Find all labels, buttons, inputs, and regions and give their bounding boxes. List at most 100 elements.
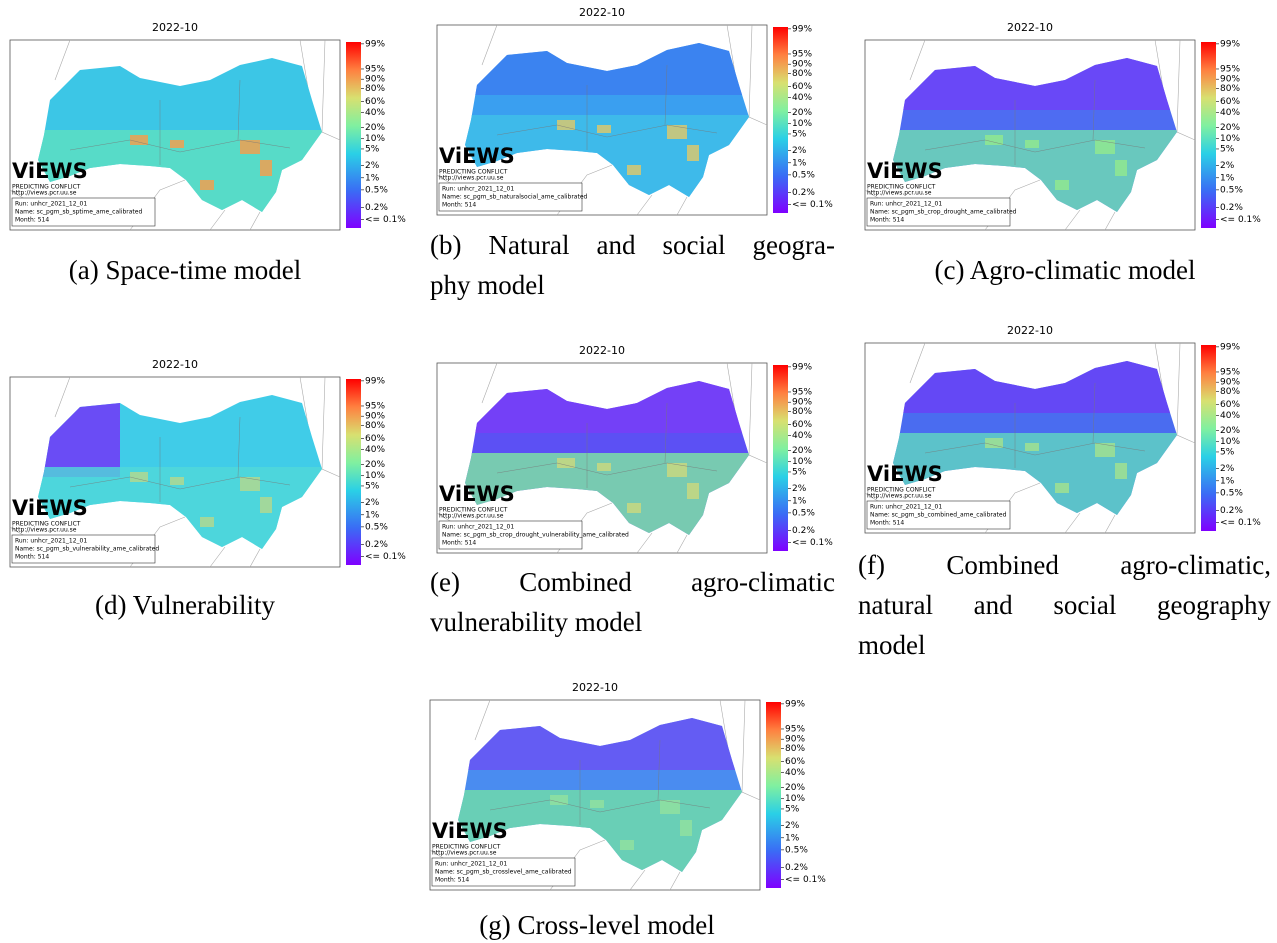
internal-borders xyxy=(924,382,1146,468)
colorbar-label: 10% xyxy=(365,134,385,144)
logo: ViEWS xyxy=(439,482,515,506)
land-patch xyxy=(667,125,687,139)
colorbar-label: 1% xyxy=(792,496,807,506)
colorbar-label: 95% xyxy=(365,401,385,411)
logo: ViEWS xyxy=(439,144,515,168)
colorbar-label: 5% xyxy=(1220,447,1235,457)
land-patch xyxy=(240,477,260,491)
colorbar-label: 5% xyxy=(785,804,800,814)
land-patch xyxy=(620,840,634,850)
colorbar-label: <= 0.1% xyxy=(792,538,833,548)
colorbar-label: 90% xyxy=(792,60,812,70)
logo-tagline: PREDICTING CONFLICT xyxy=(432,844,501,851)
colorbar-label: 40% xyxy=(1220,411,1240,421)
colorbar-label: 80% xyxy=(365,421,385,431)
land-patch xyxy=(557,120,575,130)
colorbar-label: 40% xyxy=(1220,108,1240,118)
colorbar xyxy=(1201,345,1216,531)
colorbar-label: 1% xyxy=(792,158,807,168)
info-box xyxy=(431,857,576,887)
caption: (d) Vulnerability xyxy=(0,585,385,625)
colorbar-label: 95% xyxy=(1220,367,1240,377)
map-title: 2022-10 xyxy=(579,6,625,19)
logo-tagline: PREDICTING CONFLICT xyxy=(12,184,81,191)
land-patch xyxy=(1095,140,1115,154)
logo-tagline: PREDICTING CONFLICT xyxy=(439,507,508,514)
map-title: 2022-10 xyxy=(1007,324,1053,337)
colorbar-label: 1% xyxy=(1220,173,1235,183)
logo-tagline: PREDICTING CONFLICT xyxy=(12,521,81,528)
land-patch xyxy=(260,497,272,513)
colorbar-label: 1% xyxy=(1220,476,1235,486)
land-patch xyxy=(687,483,699,499)
colorbar-label: 20% xyxy=(1220,426,1240,436)
colorbar-label: 95% xyxy=(1220,64,1240,74)
land-patch xyxy=(985,135,1003,145)
colorbar-label: 80% xyxy=(792,69,812,79)
land-patch xyxy=(627,503,641,513)
caption: (f) Combined agro-climatic, natural and s… xyxy=(858,545,1271,665)
map-title: 2022-10 xyxy=(572,681,618,694)
land-patch xyxy=(660,800,680,814)
colorbar-label: 80% xyxy=(1220,387,1240,397)
land-patch xyxy=(1025,443,1039,451)
logo-url: http://views.pcr.uu.se xyxy=(439,175,504,182)
land-patch xyxy=(557,458,575,468)
logo: ViEWS xyxy=(12,159,88,183)
colorbar-label: 0.5% xyxy=(365,522,388,532)
land-patch xyxy=(240,140,260,154)
info-month: Month: 514 xyxy=(435,877,469,884)
colorbar-label: 80% xyxy=(1220,84,1240,94)
land-patch xyxy=(1025,140,1039,148)
colorbar-label: 1% xyxy=(365,510,380,520)
colorbar-label: 90% xyxy=(785,735,805,745)
colorbar-label: 10% xyxy=(1220,134,1240,144)
caption: (g) Cross-level model xyxy=(397,905,797,943)
colorbar-label: 0.2% xyxy=(792,526,815,536)
colorbar-label: 20% xyxy=(792,108,812,118)
colorbar-label: 0.5% xyxy=(785,845,808,855)
internal-borders xyxy=(69,79,291,165)
info-box xyxy=(866,197,1011,227)
colorbar-label: 5% xyxy=(792,129,807,139)
colorbar-label: 99% xyxy=(365,39,385,49)
colorbar-label: 80% xyxy=(792,407,812,417)
logo-url: http://views.pcr.uu.se xyxy=(867,190,932,197)
land-patch xyxy=(1055,483,1069,493)
info-box xyxy=(438,182,583,212)
caption-line: (g) Cross-level model xyxy=(479,910,715,940)
land-patch xyxy=(680,820,692,836)
colorbar-label: 60% xyxy=(365,434,385,444)
colorbar-label: 90% xyxy=(1220,378,1240,388)
caption: (c) Agro-climatic model xyxy=(865,250,1265,290)
logo: ViEWS xyxy=(12,496,88,520)
logo-tagline: PREDICTING CONFLICT xyxy=(867,487,936,494)
info-run: Run: unhcr_2021_12_01 xyxy=(442,524,514,531)
caption-line: natural and social geography xyxy=(858,590,1271,620)
logo-url: http://views.pcr.uu.se xyxy=(12,527,77,534)
internal-borders xyxy=(496,64,718,150)
map-title: 2022-10 xyxy=(152,21,198,34)
caption-line: (d) Vulnerability xyxy=(94,590,276,620)
colorbar-label: 2% xyxy=(1220,161,1235,171)
info-name: Name: sc_pgm_sb_sptime_ame_calibrated xyxy=(15,209,142,216)
colorbar-label: 1% xyxy=(785,833,800,843)
caption-line: (a) Space-time model xyxy=(68,255,302,285)
colorbar-label: 20% xyxy=(365,460,385,470)
colorbar-label: <= 0.1% xyxy=(365,215,406,225)
colorbar-label: 2% xyxy=(365,161,380,171)
info-month: Month: 514 xyxy=(442,540,476,547)
caption: (b) Natural and social geogra-phy model xyxy=(430,225,835,305)
colorbar-label: 20% xyxy=(365,123,385,133)
map-title: 2022-10 xyxy=(579,344,625,357)
land-patch xyxy=(597,463,611,471)
info-box xyxy=(438,520,583,550)
colorbar-label: 99% xyxy=(785,699,805,709)
colorbar-label: 60% xyxy=(792,82,812,92)
internal-borders xyxy=(489,739,711,825)
logo: ViEWS xyxy=(867,462,943,486)
